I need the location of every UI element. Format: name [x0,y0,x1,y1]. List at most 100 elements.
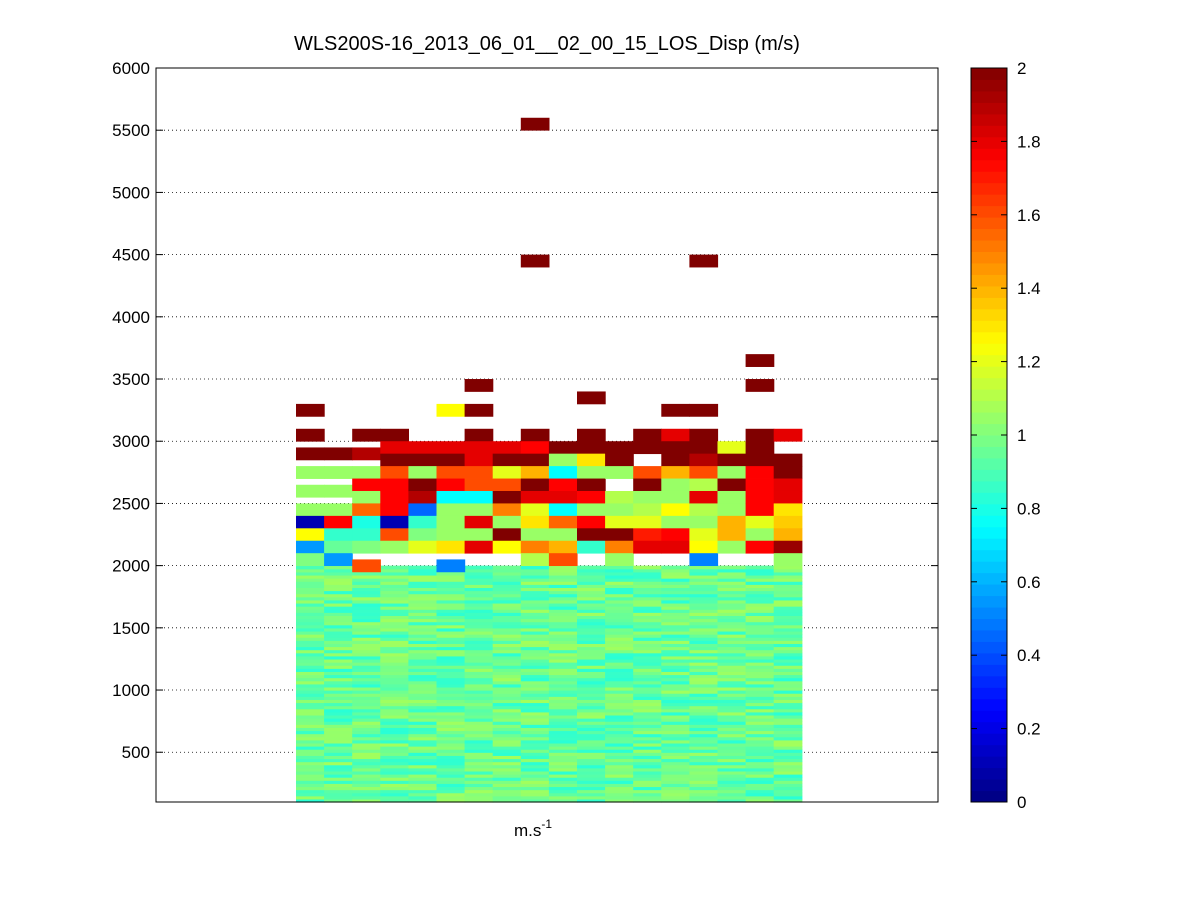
lower-field-cell [689,686,719,691]
lower-field-cell [324,568,353,573]
lower-field-cell [492,571,522,576]
lower-field-cell [520,690,550,694]
lower-field-cell [380,727,409,732]
lower-field-cell [520,767,550,772]
lower-field-cell [380,646,409,651]
lower-field-cell [773,699,803,704]
plot-frame [155,67,939,803]
lower-field-cell [408,640,438,644]
lower-field-cell [745,571,775,576]
lower-field-cell [689,696,719,700]
lower-field-cell [689,711,719,716]
lower-field-cell [520,736,550,741]
lower-field-cell [633,739,662,744]
lower-field-cell [633,733,662,738]
lower-field-cell [436,686,466,691]
lower-field-cell [773,774,803,778]
heatmap-cell [633,515,662,529]
lower-field-cell [689,730,719,735]
lower-field-cell [492,671,522,676]
lower-field-cell [661,674,690,679]
lower-field-cell [745,649,775,654]
lower-field-cell [380,718,409,722]
lower-field-cell [436,683,466,688]
lower-field-cell [661,774,690,778]
lower-field-cell [324,758,353,763]
lower-field-cell [492,680,522,685]
lower-field-cell [633,786,662,791]
lower-field-cell [773,758,803,763]
lower-field-cell [464,755,494,760]
lower-field-cell [436,662,466,666]
lower-field-cell [745,727,775,732]
lower-field-cell [633,658,662,663]
heatmap-cell [633,428,662,442]
lower-field-cell [548,755,578,760]
lower-field-cell [296,742,325,747]
heatmap-cell [436,540,466,554]
heatmap-cell [661,428,690,442]
heatmap-cell [492,528,522,542]
lower-field-cell [464,665,494,669]
heatmap-cell [773,503,803,517]
lower-field-cell [324,596,353,601]
lower-field-cell [689,783,719,788]
heatmap-cell [773,528,803,542]
lower-field-cell [408,792,438,797]
lower-field-cell [745,736,775,741]
lower-field-cell [605,705,634,710]
lower-field-cell [436,674,466,679]
lower-field-cell [352,721,381,725]
lower-field-cell [605,581,634,585]
lower-field-cell [520,730,550,735]
lower-field-cell [464,624,494,629]
lower-field-cell [605,749,634,753]
lower-field-cell [717,662,747,666]
colorbar-segment [971,618,1007,631]
heatmap-cell [605,503,634,517]
lower-field-cell [380,693,409,697]
lower-field-cell [633,621,662,626]
lower-field-cell [633,624,662,629]
lower-field-cell [577,795,606,800]
lower-field-cell [464,587,494,592]
lower-field-cell [661,593,690,598]
lower-field-cell [408,581,438,585]
lower-field-cell [548,758,578,763]
lower-field-cell [548,671,578,676]
lower-field-cell [661,655,690,660]
lower-field-cell [605,683,634,688]
lower-field-cell [689,652,719,657]
heatmap-cell [464,441,494,455]
lower-field-cell [773,658,803,663]
heatmap-cell [296,447,325,461]
lower-field-cell [464,596,494,601]
lower-field-cell [296,708,325,713]
lower-field-cell [548,606,578,610]
lower-field-cell [436,736,466,741]
heatmap-cell [717,466,747,479]
lower-field-cell [773,587,803,592]
lower-field-cell [380,624,409,629]
lower-field-cell [548,798,578,803]
lower-field-cell [661,699,690,704]
lower-field-cell [661,792,690,797]
lower-field-cell [408,680,438,685]
lower-field-cell [380,581,409,585]
lower-field-cell [717,767,747,772]
lower-field-cell [324,798,353,803]
lower-field-cell [492,655,522,660]
lower-field-cell [436,798,466,803]
lower-field-cell [689,602,719,607]
lower-field-cell [520,702,550,707]
lower-field-cell [745,764,775,769]
lower-field-cell [745,637,775,641]
lower-field-cell [577,630,606,635]
lower-field-cell [577,643,606,648]
lower-field-cell [520,761,550,766]
lower-field-cell [296,593,325,598]
lower-field-cell [436,718,466,722]
lower-field-cell [464,702,494,707]
lower-field-cell [520,578,550,582]
lower-field-cell [661,649,690,654]
